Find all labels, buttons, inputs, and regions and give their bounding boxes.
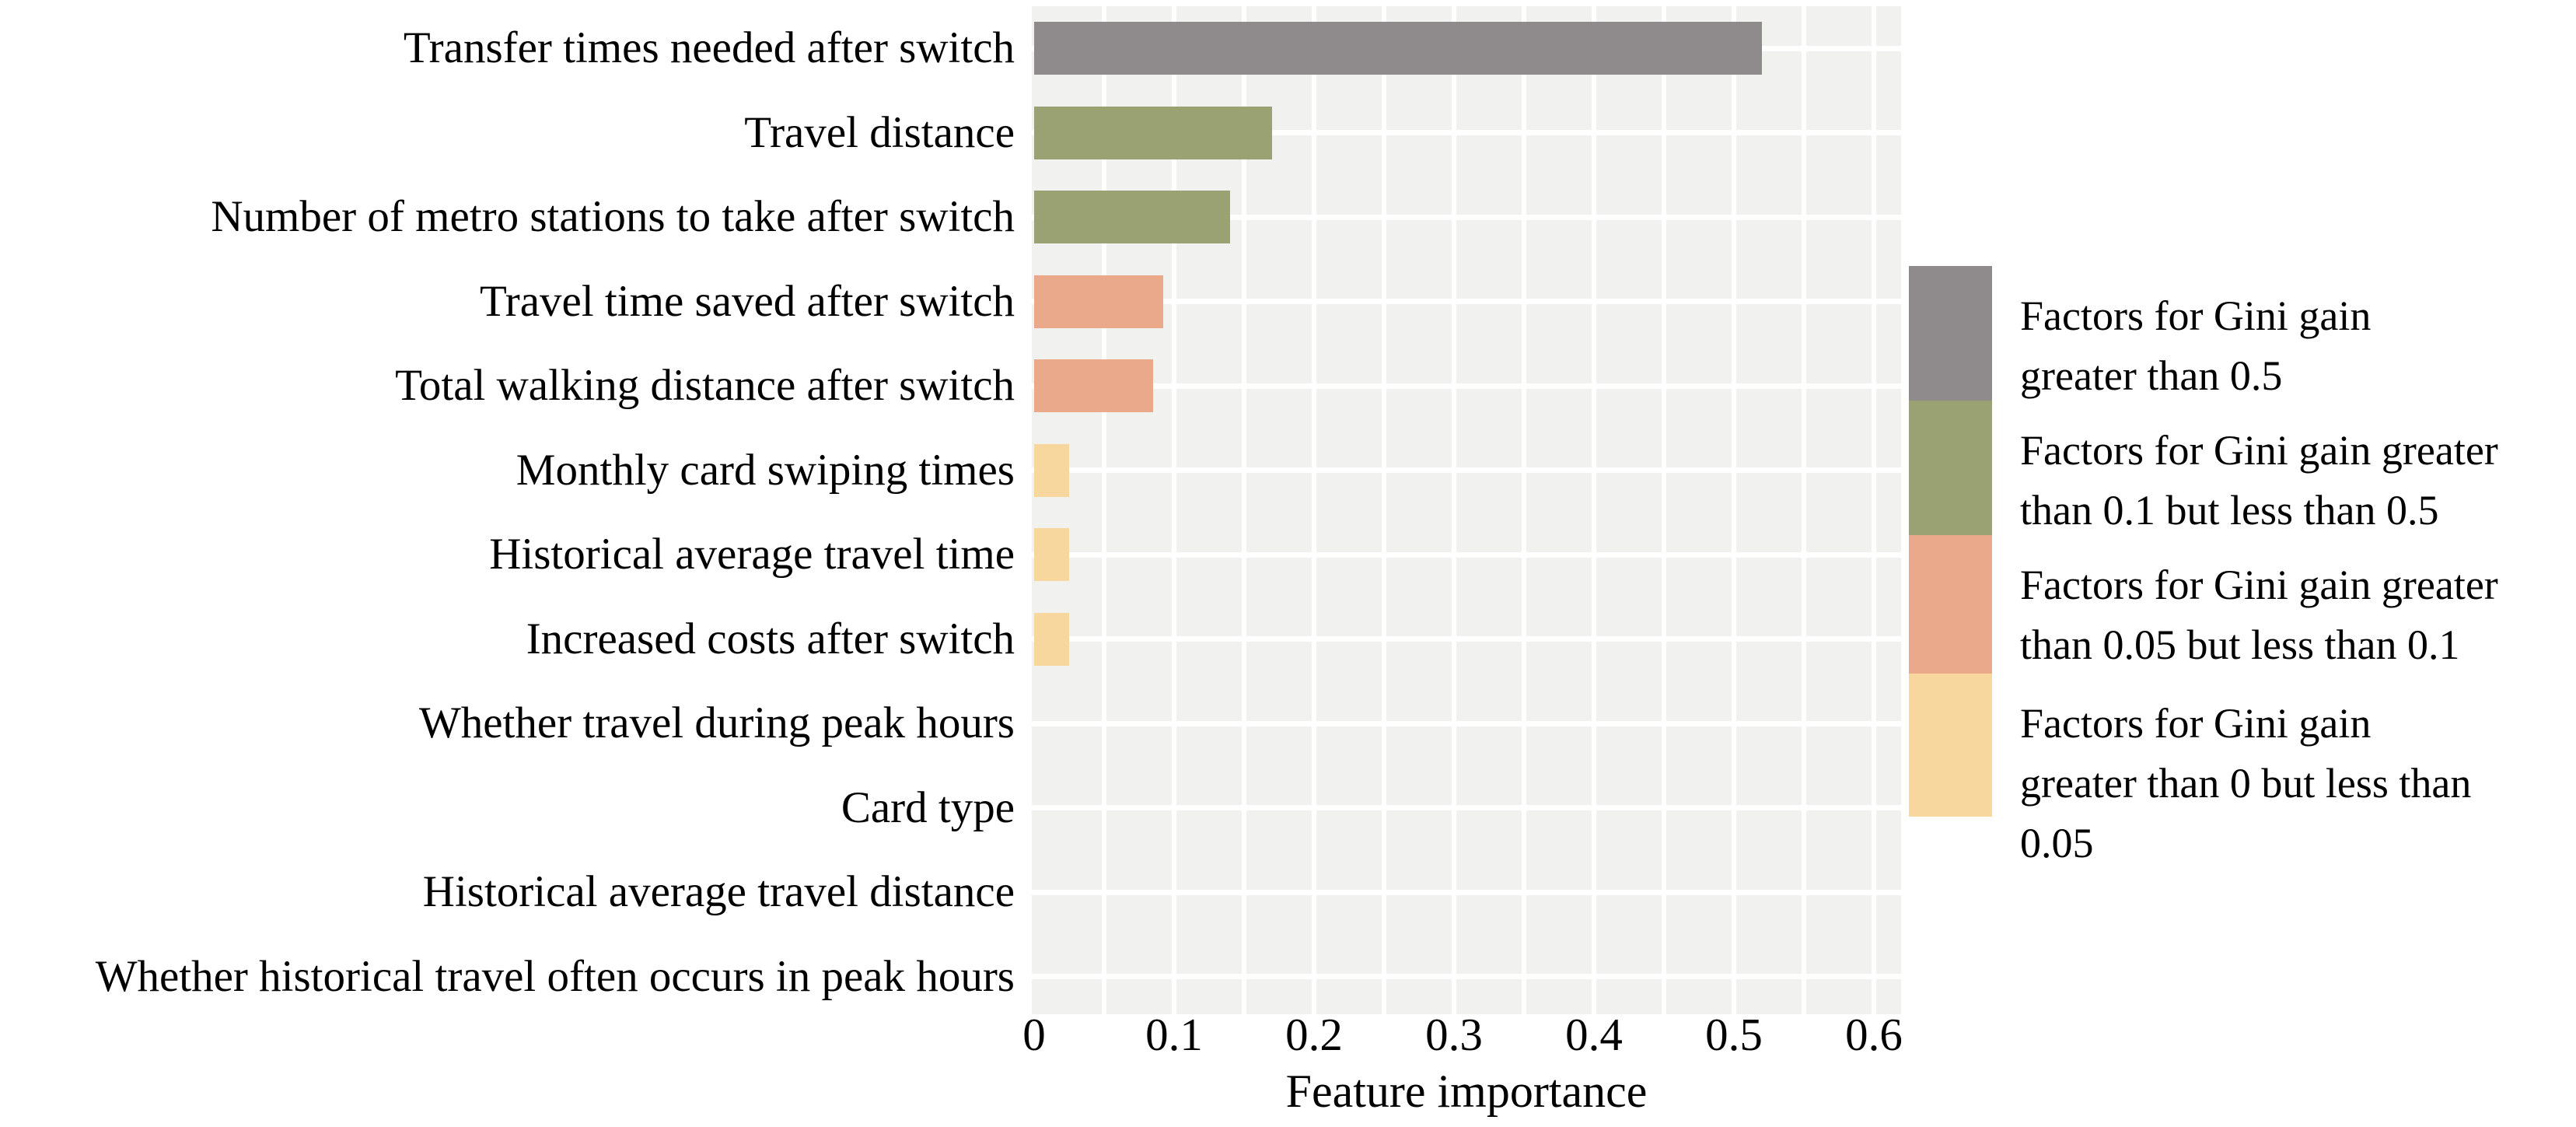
legend-label: Factors for Gini gain greater than 0 but … xyxy=(2020,694,2576,873)
horizontal-gridline xyxy=(1032,214,1901,220)
x-axis-tick-label: 0.2 xyxy=(1285,1009,1343,1060)
vertical-gridline xyxy=(1802,6,1806,1014)
x-axis-tick-label: 0.4 xyxy=(1565,1009,1623,1060)
horizontal-gridline xyxy=(1032,383,1901,389)
legend-swatch-salmon xyxy=(1909,535,1992,674)
y-axis-label: Historical average travel distance xyxy=(422,867,1015,916)
x-axis-tick-label: 0 xyxy=(1022,1009,1046,1060)
y-axis-label: Historical average travel time xyxy=(489,530,1015,579)
vertical-gridline xyxy=(1592,6,1596,1014)
y-axis-label: Total walking distance after switch xyxy=(395,361,1015,410)
legend-swatch-olive xyxy=(1909,401,1992,535)
legend-label-line: greater than 0.5 xyxy=(2020,352,2283,399)
legend-label-line: Factors for Gini gain greater xyxy=(2020,427,2498,474)
horizontal-gridline xyxy=(1032,636,1901,642)
y-axis-label: Number of metro stations to take after s… xyxy=(211,192,1015,241)
x-axis-title: Feature importance xyxy=(1285,1066,1648,1117)
legend-label-line: than 0.1 but less than 0.5 xyxy=(2020,487,2439,534)
horizontal-gridline xyxy=(1032,974,1901,979)
horizontal-gridline xyxy=(1032,551,1901,558)
y-axis-label: Whether historical travel often occurs i… xyxy=(95,951,1015,1001)
y-axis-label: Transfer times needed after switch xyxy=(403,23,1015,72)
horizontal-gridline xyxy=(1032,299,1901,304)
bar-2 xyxy=(1034,106,1272,159)
x-axis-ticks: 0 0.1 0.2 0.3 0.4 0.5 0.6 xyxy=(0,1011,2576,1059)
vertical-gridline xyxy=(1312,6,1316,1014)
bar-4 xyxy=(1034,275,1163,328)
x-axis-tick-label: 0.6 xyxy=(1845,1009,1903,1060)
legend-label: Factors for Gini gain greater than 0.1 bu… xyxy=(2020,421,2576,541)
x-axis-tick-label: 0.3 xyxy=(1425,1009,1483,1060)
legend-label-line: than 0.05 but less than 0.1 xyxy=(2020,621,2460,668)
vertical-gridline xyxy=(1452,6,1456,1014)
bar-6 xyxy=(1034,443,1069,497)
y-axis-labels: Transfer times needed after switch Travel… xyxy=(0,0,1015,1127)
horizontal-gridline xyxy=(1032,467,1901,473)
vertical-gridline xyxy=(1242,6,1246,1014)
legend-swatch-gray xyxy=(1909,266,1992,401)
horizontal-gridline xyxy=(1032,130,1901,135)
legend-swatch-yellow xyxy=(1909,674,1992,817)
bar-3 xyxy=(1034,191,1230,243)
horizontal-gridline xyxy=(1032,889,1901,895)
legend-label-line: Factors for Gini gain xyxy=(2020,292,2372,339)
bar-7 xyxy=(1034,528,1069,581)
legend-label: Factors for Gini gain greater than 0.05 b… xyxy=(2020,555,2576,675)
vertical-gridline xyxy=(1382,6,1386,1014)
y-axis-label: Whether travel during peak hours xyxy=(418,698,1015,747)
y-axis-label: Monthly card swiping times xyxy=(516,445,1015,495)
y-axis-label: Card type xyxy=(841,782,1015,832)
vertical-gridline xyxy=(1872,6,1876,1014)
plot-panel xyxy=(1032,6,1901,1014)
bar-1 xyxy=(1034,22,1762,75)
horizontal-gridline xyxy=(1032,805,1901,810)
vertical-gridline xyxy=(1102,6,1106,1014)
legend-label-line: 0.05 xyxy=(2020,820,2094,866)
legend-label-line: greater than 0 but less than xyxy=(2020,760,2472,807)
legend-label-line: Factors for Gini gain xyxy=(2020,700,2372,747)
y-axis-label: Travel distance xyxy=(744,107,1015,157)
x-axis-tick-label: 0.1 xyxy=(1145,1009,1203,1060)
y-axis-label: Travel time saved after switch xyxy=(479,276,1015,326)
vertical-gridline xyxy=(1172,6,1176,1014)
bar-8 xyxy=(1034,612,1069,666)
vertical-gridline xyxy=(1732,6,1736,1014)
bar-5 xyxy=(1034,359,1153,412)
vertical-gridline xyxy=(1522,6,1526,1014)
x-axis-tick-label: 0.5 xyxy=(1705,1009,1763,1060)
vertical-gridline xyxy=(1662,6,1666,1014)
legend-label: Factors for Gini gain greater than 0.5 xyxy=(2020,286,2576,406)
legend-label-line: Factors for Gini gain greater xyxy=(2020,562,2498,608)
horizontal-gridline xyxy=(1032,720,1901,726)
y-axis-label: Increased costs after switch xyxy=(526,614,1015,663)
